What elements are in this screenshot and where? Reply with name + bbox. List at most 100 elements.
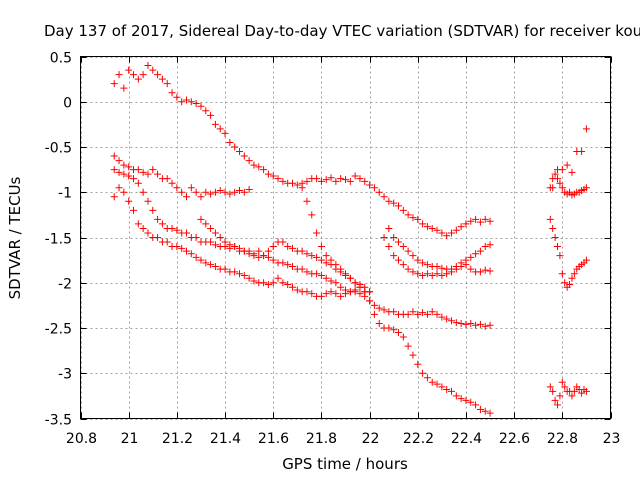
data-point xyxy=(556,392,564,400)
data-point xyxy=(428,308,436,316)
data-point xyxy=(476,405,484,413)
data-point xyxy=(566,281,574,289)
data-point xyxy=(216,186,224,194)
data-point xyxy=(144,197,152,205)
data-point xyxy=(486,321,494,329)
data-point xyxy=(563,161,571,169)
data-point xyxy=(221,129,229,137)
data-point xyxy=(568,168,576,176)
data-point xyxy=(154,71,162,79)
data-point xyxy=(443,386,451,394)
data-point xyxy=(404,310,412,318)
data-point xyxy=(443,270,451,278)
data-point xyxy=(279,238,287,246)
data-point xyxy=(211,188,219,196)
data-point xyxy=(375,188,383,196)
data-point xyxy=(452,392,460,400)
data-point xyxy=(255,253,263,261)
data-point xyxy=(260,166,268,174)
data-point xyxy=(438,313,446,321)
data-point xyxy=(125,66,133,74)
x-tick-label: 21.6 xyxy=(258,431,289,447)
data-point xyxy=(409,252,417,260)
data-point xyxy=(568,274,576,282)
data-point xyxy=(226,138,234,146)
data-point xyxy=(462,396,470,404)
data-point xyxy=(284,243,292,251)
data-point xyxy=(476,268,484,276)
data-point xyxy=(327,174,335,182)
data-point xyxy=(187,184,195,192)
data-point xyxy=(433,310,441,318)
data-point xyxy=(284,261,292,269)
data-point xyxy=(264,253,272,261)
data-point xyxy=(448,268,455,276)
data-point xyxy=(240,188,248,196)
data-point xyxy=(317,243,325,251)
data-point xyxy=(183,193,190,201)
data-point xyxy=(332,290,340,298)
data-point xyxy=(414,270,422,278)
data-point xyxy=(130,71,137,79)
data-point xyxy=(226,241,234,249)
data-point xyxy=(298,265,306,273)
y-tick-label: -2.5 xyxy=(45,322,72,338)
x-tick-label: 23 xyxy=(603,431,621,447)
x-tick-label: 22 xyxy=(362,431,380,447)
x-tick-label: 21.8 xyxy=(306,431,337,447)
data-point xyxy=(120,161,128,169)
data-point xyxy=(582,387,590,395)
data-point xyxy=(134,220,142,228)
data-point xyxy=(443,232,451,240)
data-point xyxy=(269,279,277,287)
data-point xyxy=(139,224,147,232)
data-point xyxy=(380,234,388,241)
data-point xyxy=(409,268,417,276)
data-point xyxy=(481,266,489,274)
data-point xyxy=(486,409,494,417)
data-point xyxy=(231,143,239,151)
data-point xyxy=(332,177,340,185)
data-point xyxy=(308,211,316,219)
data-point xyxy=(202,259,210,267)
data-point xyxy=(582,256,590,264)
data-point xyxy=(149,166,157,174)
x-tick-label: 21 xyxy=(121,431,139,447)
data-point xyxy=(158,75,166,83)
data-point xyxy=(476,320,484,328)
data-point xyxy=(317,177,325,185)
data-point xyxy=(428,378,436,386)
data-point xyxy=(308,290,316,298)
data-point xyxy=(279,177,287,185)
data-point xyxy=(197,102,205,110)
data-point xyxy=(240,272,248,280)
data-point xyxy=(173,226,181,234)
data-point xyxy=(443,315,451,323)
data-point xyxy=(231,243,239,251)
data-point xyxy=(370,184,378,192)
data-point xyxy=(457,262,465,270)
data-point xyxy=(173,184,181,192)
data-point xyxy=(395,238,402,246)
data-point xyxy=(556,252,564,260)
data-point xyxy=(313,253,321,261)
data-point xyxy=(554,175,561,183)
data-point xyxy=(274,274,282,282)
data-point xyxy=(255,163,263,171)
data-point xyxy=(561,279,569,287)
data-point xyxy=(404,342,412,350)
data-point xyxy=(448,229,455,237)
data-point xyxy=(144,170,152,178)
data-point xyxy=(178,98,186,106)
y-tick-label: -2 xyxy=(58,277,72,293)
x-tick-labels: 20.8 21 21.2 21.4 21.6 21.8 22 22.2 22.4 22.6 22.8… xyxy=(66,431,621,447)
data-point xyxy=(120,84,128,92)
data-point xyxy=(366,297,374,305)
data-point xyxy=(207,238,215,246)
data-point xyxy=(293,286,301,294)
data-point xyxy=(558,166,566,174)
data-point xyxy=(173,243,181,251)
data-point xyxy=(322,290,330,298)
data-point xyxy=(115,157,123,165)
data-point xyxy=(481,215,489,223)
